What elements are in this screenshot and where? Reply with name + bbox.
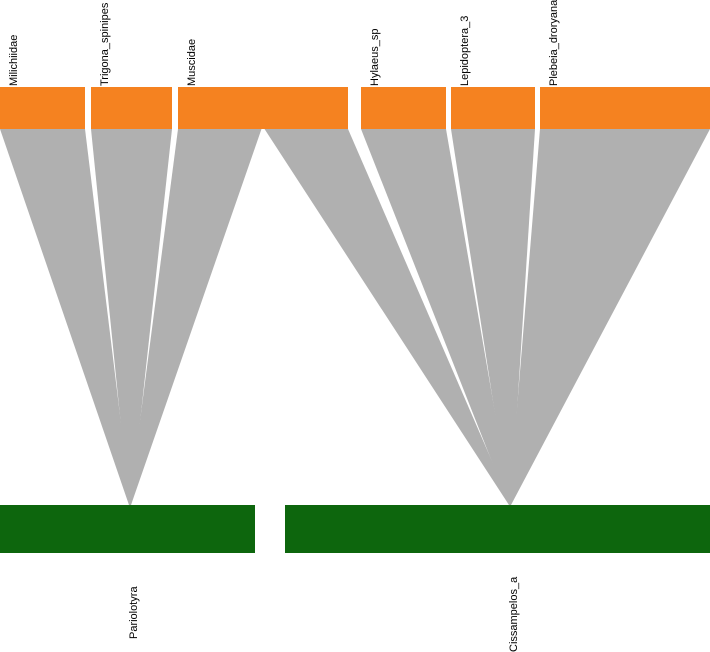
bottom-node xyxy=(285,505,710,553)
top-label: Trigona_spinipes xyxy=(99,3,111,86)
bottom-node xyxy=(0,505,255,553)
top-node xyxy=(178,87,348,129)
top-node xyxy=(91,87,172,129)
bottom-label: Pariolotyra xyxy=(128,587,140,640)
top-label: Milichiidae xyxy=(8,35,20,86)
top-label: Muscidae xyxy=(186,39,198,86)
link xyxy=(509,129,710,505)
top-node xyxy=(451,87,535,129)
bipartite-diagram xyxy=(0,0,710,652)
top-node xyxy=(540,87,710,129)
top-label: Lepidoptera_3 xyxy=(459,16,471,86)
top-node xyxy=(0,87,85,129)
top-node xyxy=(361,87,446,129)
bottom-label: Cissampelos_a xyxy=(508,576,520,651)
top-label: Plebeia_droryana xyxy=(548,0,560,86)
top-label: Hylaeus_sp xyxy=(369,29,381,86)
